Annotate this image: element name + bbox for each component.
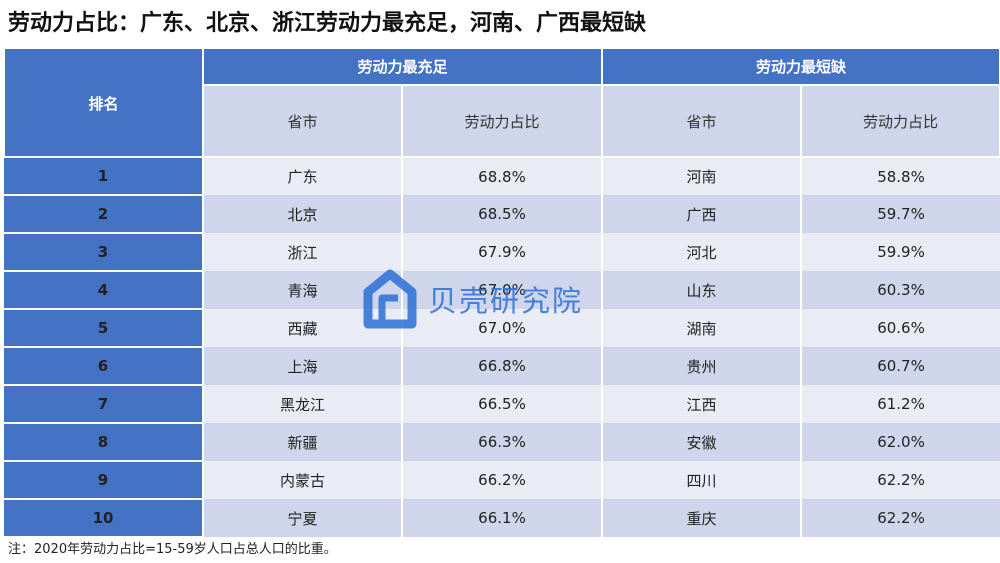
rank-cell: 9 — [4, 461, 203, 500]
most-ratio-cell: 66.1% — [400, 499, 603, 537]
least-province-cell: 河南 — [601, 157, 802, 195]
header-row-columns: 省市 劳动力占比 省市 劳动力占比 — [4, 84, 1000, 158]
most-ratio-cell: 67.0% — [400, 271, 603, 309]
least-province-cell: 广西 — [601, 195, 802, 233]
most-province-cell: 内蒙古 — [202, 461, 402, 499]
most-province-cell: 新疆 — [202, 423, 402, 461]
rank-cell: 7 — [4, 385, 203, 424]
column-header-least-ratio: 劳动力占比 — [800, 84, 1000, 158]
footnote: 注：2020年劳动力占比=15-59岁人口占总人口的比重。 — [8, 542, 337, 557]
least-province-cell: 湖南 — [601, 309, 802, 347]
table-row: 8 新疆 66.3% 安徽 62.0% — [4, 423, 1000, 462]
table-row: 4 青海 67.0% 山东 60.3% — [4, 271, 1000, 310]
table-row: 1 广东 68.8% 河南 58.8% — [4, 157, 1000, 196]
least-ratio-cell: 60.3% — [800, 271, 1000, 309]
table-row: 2 北京 68.5% 广西 59.7% — [4, 195, 1000, 234]
table-row: 9 内蒙古 66.2% 四川 62.2% — [4, 461, 1000, 500]
least-province-cell: 江西 — [601, 385, 802, 423]
rank-cell: 2 — [4, 195, 203, 234]
most-ratio-cell: 67.0% — [400, 309, 603, 347]
rank-cell: 5 — [4, 309, 203, 348]
table-row: 7 黑龙江 66.5% 江西 61.2% — [4, 385, 1000, 424]
group-header-least: 劳动力最短缺 — [601, 47, 1000, 86]
least-province-cell: 安徽 — [601, 423, 802, 461]
table-row: 5 西藏 67.0% 湖南 60.6% — [4, 309, 1000, 348]
least-ratio-cell: 60.6% — [800, 309, 1000, 347]
header-row-groups: 排名 劳动力最充足 劳动力最短缺 — [3, 47, 1000, 158]
most-ratio-cell: 66.3% — [400, 423, 603, 461]
rank-cell: 6 — [4, 347, 203, 386]
column-header-most-province: 省市 — [202, 84, 403, 158]
least-ratio-cell: 60.7% — [800, 347, 1000, 385]
least-province-cell: 河北 — [601, 233, 802, 271]
rank-cell: 1 — [4, 157, 203, 196]
least-ratio-cell: 59.9% — [800, 233, 1000, 271]
rank-header: 排名 — [3, 47, 204, 158]
table-row: 6 上海 66.8% 贵州 60.7% — [4, 347, 1000, 386]
page-title: 劳动力占比：广东、北京、浙江劳动力最充足，河南、广西最短缺 — [8, 11, 647, 36]
most-province-cell: 宁夏 — [202, 499, 402, 537]
least-ratio-cell: 62.2% — [800, 499, 1000, 537]
most-province-cell: 浙江 — [202, 233, 402, 271]
table-row: 10 宁夏 66.1% 重庆 62.2% — [4, 499, 1000, 538]
most-province-cell: 青海 — [202, 271, 402, 309]
most-ratio-cell: 66.8% — [400, 347, 603, 385]
most-province-cell: 广东 — [202, 157, 402, 195]
least-province-cell: 贵州 — [601, 347, 802, 385]
least-province-cell: 重庆 — [601, 499, 802, 537]
most-province-cell: 北京 — [202, 195, 402, 233]
labor-ratio-table: 排名 劳动力最充足 劳动力最短缺 省市 劳动力占比 省市 劳动力占比 1 广东 68… — [3, 47, 1000, 538]
most-province-cell: 西藏 — [202, 309, 402, 347]
rank-cell: 3 — [4, 233, 203, 272]
table-row: 3 浙江 67.9% 河北 59.9% — [4, 233, 1000, 272]
column-header-least-province: 省市 — [601, 84, 803, 158]
rank-cell: 10 — [4, 499, 203, 538]
least-ratio-cell: 61.2% — [800, 385, 1000, 423]
most-province-cell: 黑龙江 — [202, 385, 402, 423]
most-ratio-cell: 67.9% — [400, 233, 603, 271]
least-ratio-cell: 62.2% — [800, 461, 1000, 499]
least-ratio-cell: 62.0% — [800, 423, 1000, 461]
most-ratio-cell: 66.5% — [400, 385, 603, 423]
most-ratio-cell: 68.5% — [400, 195, 603, 233]
least-ratio-cell: 58.8% — [800, 157, 1000, 195]
rank-cell: 4 — [4, 271, 203, 310]
rank-cell: 8 — [4, 423, 203, 462]
column-header-most-ratio: 劳动力占比 — [400, 84, 604, 158]
least-province-cell: 四川 — [601, 461, 802, 499]
least-province-cell: 山东 — [601, 271, 802, 309]
group-header-most: 劳动力最充足 — [201, 47, 604, 86]
most-province-cell: 上海 — [202, 347, 402, 385]
most-ratio-cell: 66.2% — [400, 461, 603, 499]
most-ratio-cell: 68.8% — [400, 157, 603, 195]
least-ratio-cell: 59.7% — [800, 195, 1000, 233]
